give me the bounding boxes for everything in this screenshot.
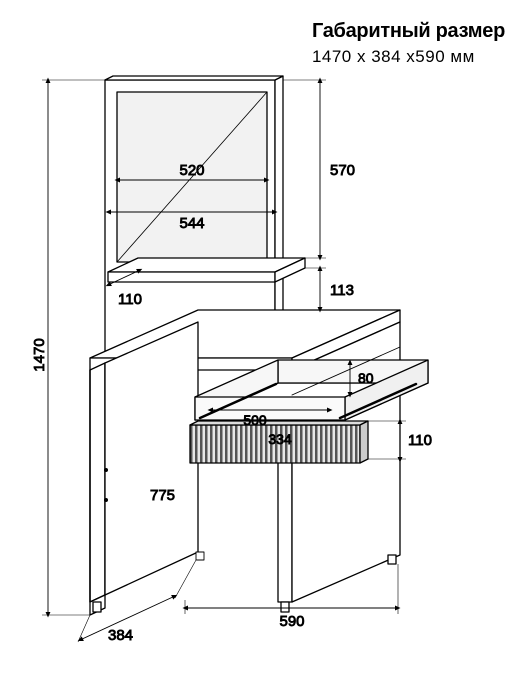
dim-mirror-height: 570 (330, 162, 355, 179)
dim-width: 590 (279, 613, 304, 630)
dim-drawer-w: 500 (243, 412, 267, 428)
dim-shelf-gap: 113 (330, 282, 354, 299)
dim-mirror-w-outer: 544 (179, 215, 204, 232)
dim-depth: 384 (108, 627, 133, 644)
dim-drawer-ih: 80 (358, 370, 374, 386)
dim-drawer-fh: 110 (408, 432, 432, 449)
furniture-diagram: 1470 570 520 544 113 110 775 384 59 (0, 0, 525, 700)
dim-mirror-w-inner: 520 (179, 162, 204, 179)
dim-desk-height: 775 (150, 487, 175, 504)
dim-drawer-d: 334 (268, 431, 292, 447)
dim-shelf-depth: 110 (118, 291, 142, 308)
dim-height-total: 1470 (31, 338, 48, 371)
